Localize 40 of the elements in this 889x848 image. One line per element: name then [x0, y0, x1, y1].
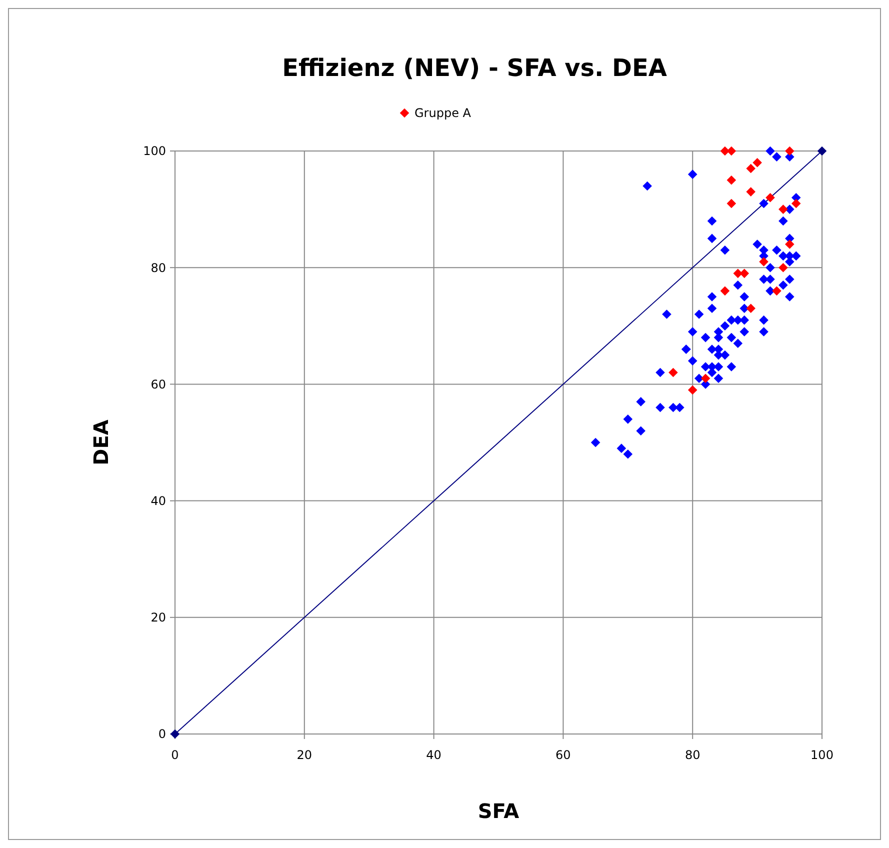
x-tick-label: 40	[426, 748, 442, 762]
y-tick-label: 40	[150, 494, 166, 508]
x-tick-label: 80	[684, 748, 700, 762]
legend-label: Gruppe A	[414, 106, 472, 120]
point	[752, 158, 762, 168]
point	[778, 204, 788, 214]
point	[778, 262, 788, 272]
point	[746, 304, 756, 314]
chart-title: Effizienz (NEV) - SFA vs. DEA	[282, 54, 668, 82]
point	[766, 192, 775, 202]
y-tick-label: 100	[143, 144, 166, 158]
point	[726, 198, 736, 208]
point	[726, 146, 736, 156]
point	[170, 729, 180, 739]
point	[785, 240, 794, 249]
point	[668, 368, 678, 378]
point	[772, 286, 782, 296]
point	[785, 146, 794, 156]
point	[720, 286, 730, 296]
x-tick-label: 60	[556, 748, 571, 762]
y-tick-label: 20	[150, 610, 166, 625]
x-tick-label: 20	[296, 748, 312, 762]
y-tick-label: 0	[158, 727, 166, 742]
point	[759, 257, 768, 266]
point	[746, 187, 756, 196]
point	[740, 268, 750, 278]
point	[700, 374, 710, 384]
x-tick-label: 100	[810, 748, 834, 762]
point	[817, 146, 827, 156]
point	[720, 146, 730, 156]
y-tick-label: 80	[150, 260, 166, 275]
x-tick-label: 0	[171, 748, 179, 762]
point	[688, 385, 698, 395]
point	[791, 198, 801, 208]
point	[726, 176, 736, 185]
point	[746, 164, 756, 174]
y-tick-label: 60	[150, 377, 166, 392]
y-axis-title: DEA	[89, 419, 113, 466]
point	[733, 268, 743, 278]
x-axis-title: SFA	[478, 799, 520, 823]
